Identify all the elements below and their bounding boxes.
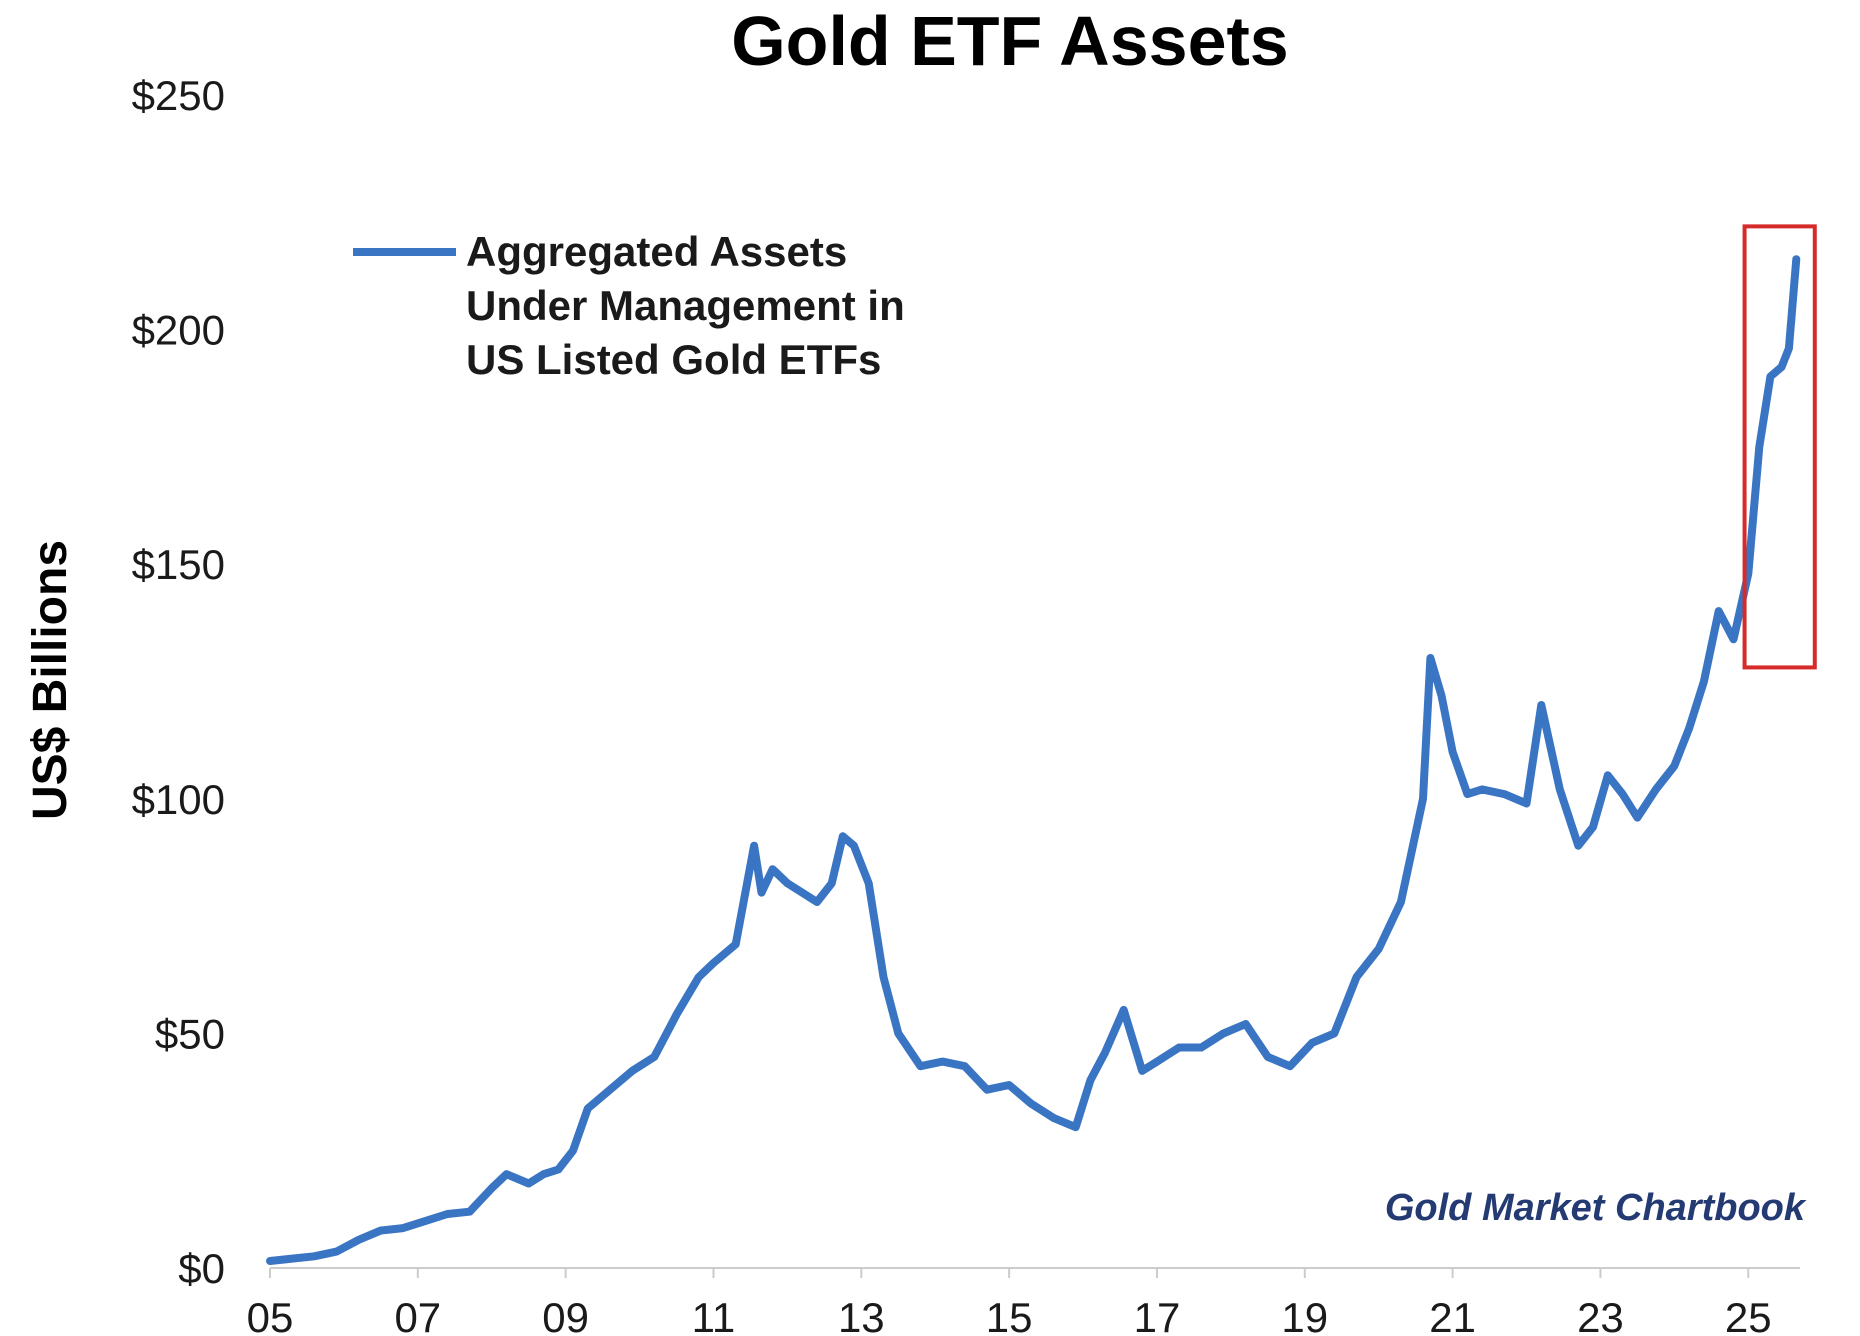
highlight-box bbox=[1742, 224, 1817, 670]
y-tick-label: $100 bbox=[132, 776, 225, 823]
legend-label-line-3: US Listed Gold ETFs bbox=[466, 336, 881, 383]
x-tick-label: 05 bbox=[247, 1294, 294, 1336]
y-axis-label: US$ Billions bbox=[24, 540, 77, 820]
chart-title: Gold ETF Assets bbox=[731, 2, 1289, 80]
source-annotation: Gold Market Chartbook bbox=[1385, 1187, 1807, 1229]
y-tick-label: $0 bbox=[178, 1245, 225, 1292]
legend-label-line-2: Under Management in bbox=[466, 282, 905, 329]
y-tick-label: $250 bbox=[132, 72, 225, 119]
legend-label-line-1: Aggregated Assets bbox=[466, 228, 847, 275]
x-tick-label: 09 bbox=[542, 1294, 589, 1336]
x-tick-label: 19 bbox=[1281, 1294, 1328, 1336]
x-tick-label: 23 bbox=[1577, 1294, 1624, 1336]
y-tick-label: $150 bbox=[132, 541, 225, 588]
x-tick-label: 21 bbox=[1429, 1294, 1476, 1336]
x-tick-label: 11 bbox=[692, 1294, 736, 1336]
x-tick-label: 07 bbox=[394, 1294, 441, 1336]
y-tick-label: $50 bbox=[155, 1010, 225, 1057]
x-tick-label: 25 bbox=[1725, 1294, 1772, 1336]
y-tick-label: $200 bbox=[132, 307, 225, 354]
x-axis-ticks: 05 07 09 11 13 15 17 19 21 23 25 bbox=[247, 1268, 1772, 1336]
series-line bbox=[266, 255, 1801, 1265]
legend: Aggregated Assets Under Management in US… bbox=[353, 228, 905, 383]
x-tick-label: 15 bbox=[986, 1294, 1033, 1336]
x-tick-label: 13 bbox=[838, 1294, 885, 1336]
x-tick-label: 17 bbox=[1134, 1294, 1181, 1336]
y-axis-ticks: $0 $50 $100 $150 $200 $250 bbox=[132, 72, 225, 1292]
